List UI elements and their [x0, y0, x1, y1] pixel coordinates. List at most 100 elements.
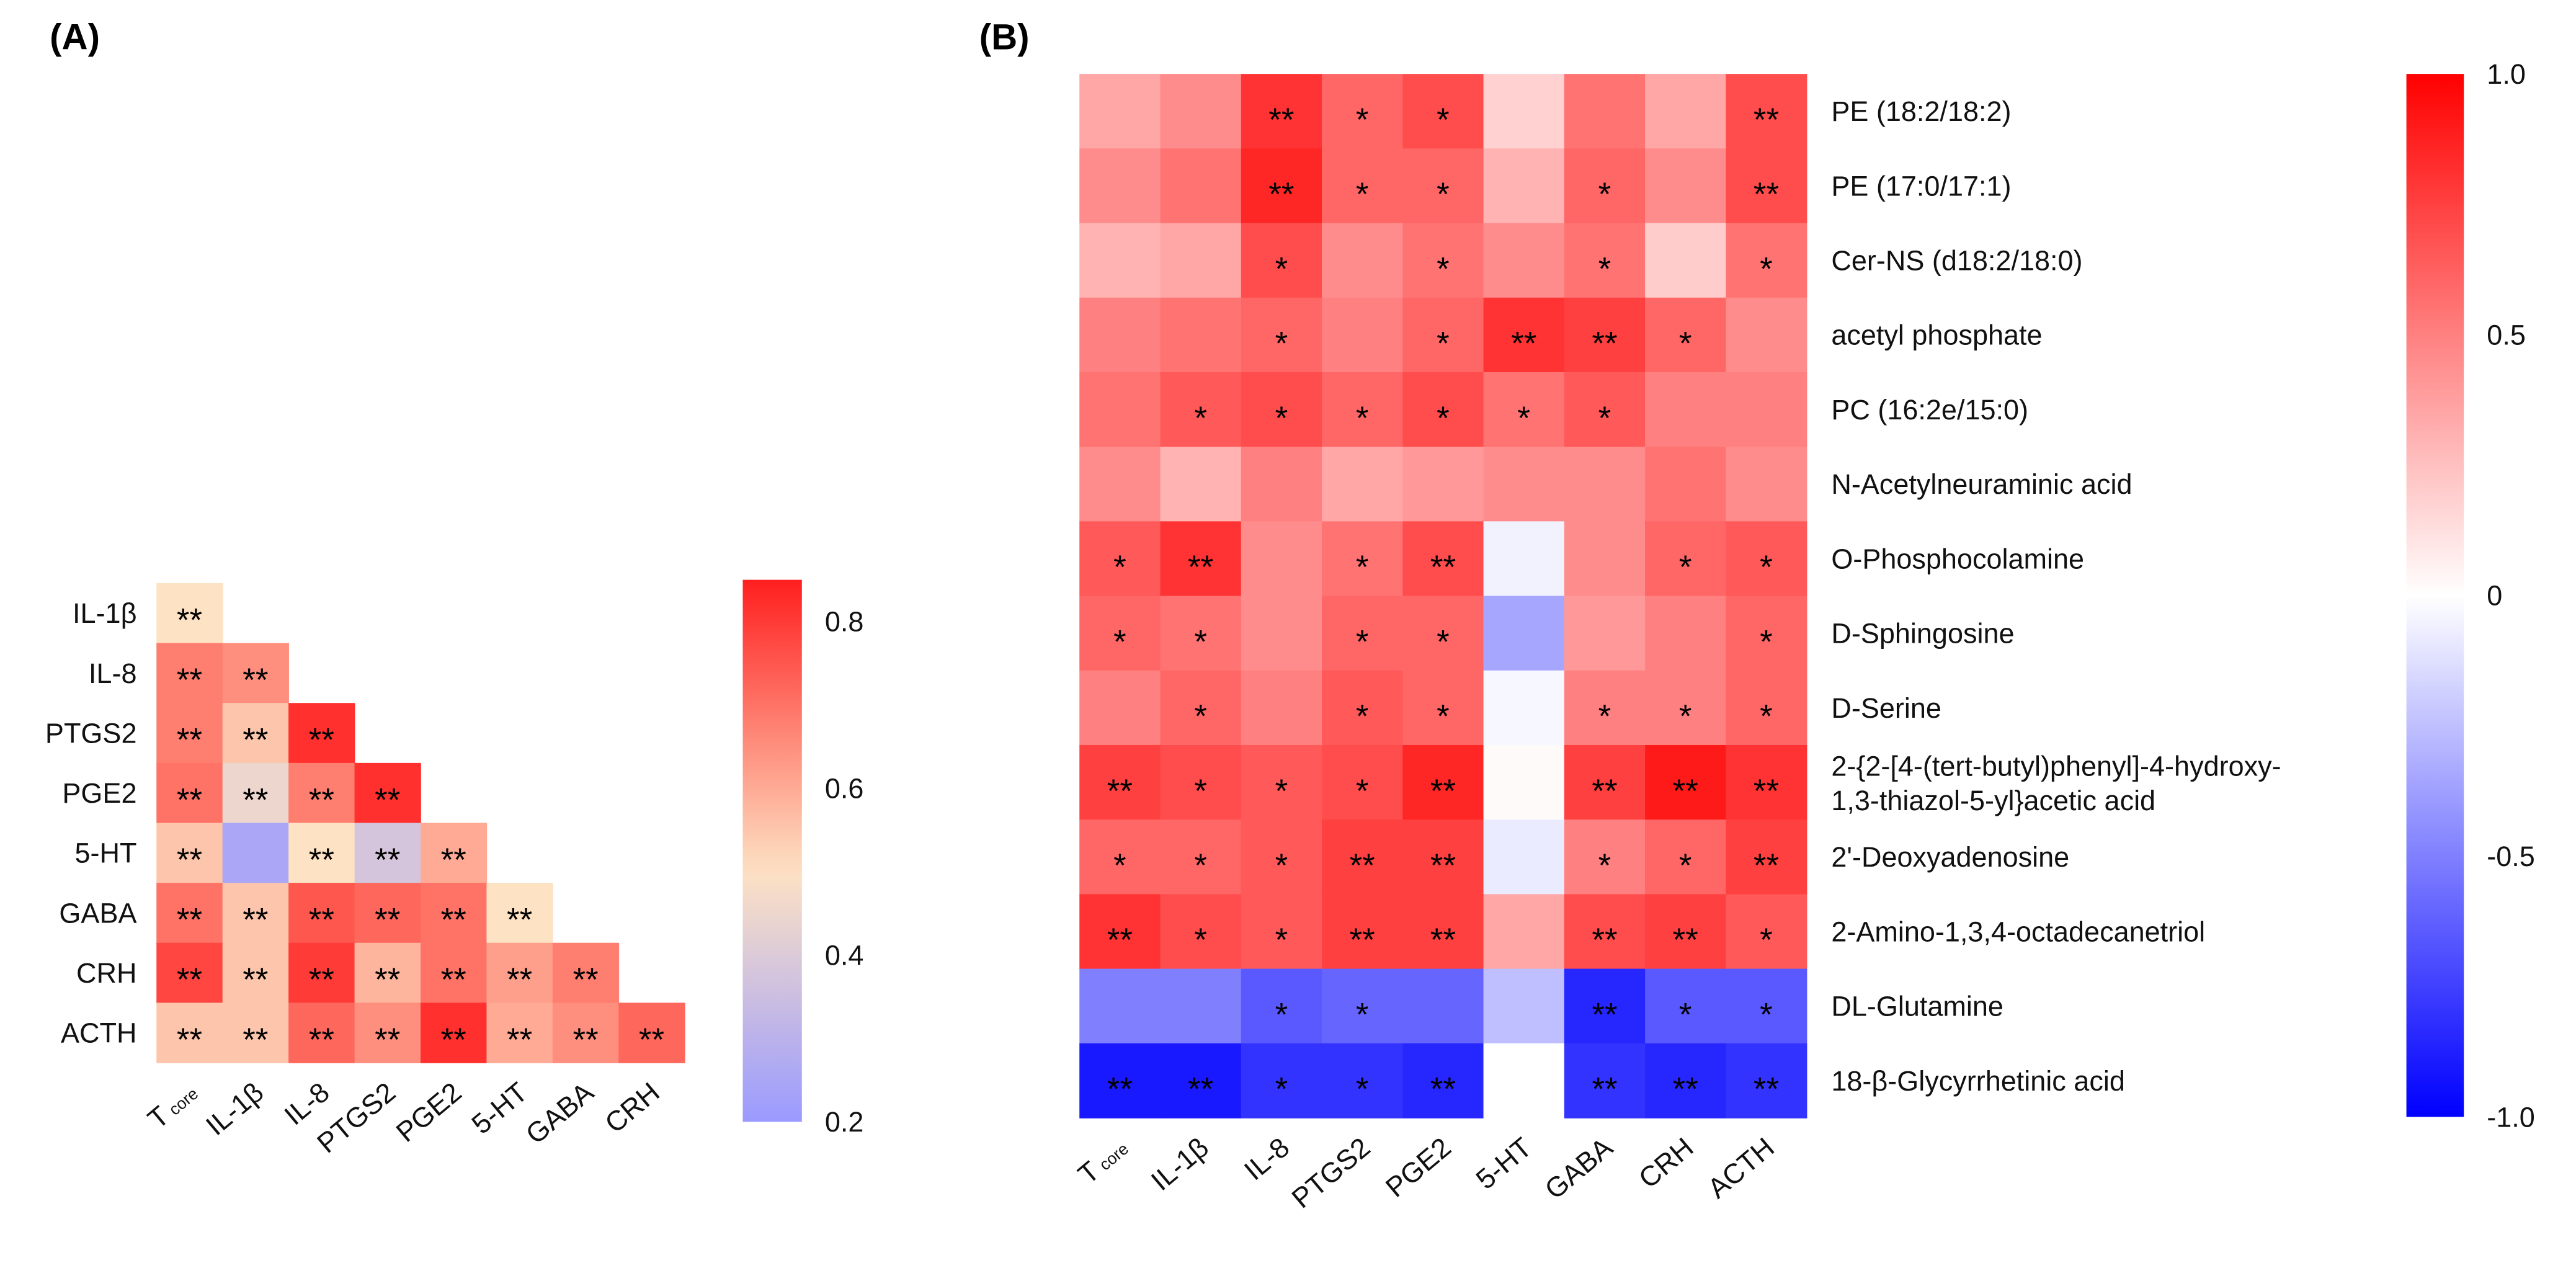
heatmap-cell: [1483, 74, 1565, 150]
heatmap-cell: [1079, 968, 1161, 1044]
heatmap-cell: [1402, 447, 1484, 522]
significance-mark: **: [375, 962, 400, 998]
heatmap-cell: [1402, 297, 1484, 373]
heatmap-cell: [1645, 74, 1727, 150]
heatmap-cell: [1241, 447, 1322, 522]
heatmap-cell: [1160, 372, 1242, 447]
heatmap-cell: [421, 823, 488, 883]
heatmap-cell: [1079, 670, 1161, 746]
heatmap-cell: [421, 883, 488, 944]
heatmap-cell: [1564, 968, 1646, 1044]
heatmap-cell: [222, 643, 289, 703]
significance-mark: **: [1430, 847, 1456, 884]
heatmap-cell: [1079, 447, 1161, 522]
heatmap-cell: [288, 883, 355, 944]
heatmap-cell: [1726, 968, 1807, 1044]
panel-b: (B)** * * **** * * * *** * * ** * ** ** ** * * * * ** ** * ** *…: [979, 17, 2535, 1214]
y-tick-label-0: PE (18:2/18:2): [1831, 96, 2011, 127]
heatmap-cell: [1645, 297, 1727, 373]
heatmap-cell: [1645, 372, 1727, 447]
significance-mark: **: [441, 962, 466, 998]
significance-mark: **: [441, 902, 466, 939]
heatmap-cell: [1079, 223, 1161, 298]
heatmap-cell: [1645, 1043, 1727, 1118]
heatmap-cell: [1645, 670, 1727, 746]
significance-mark: *: [1113, 847, 1126, 884]
heatmap-cell: [1402, 744, 1484, 820]
significance-mark: *: [1598, 251, 1611, 287]
significance-mark: **: [1592, 773, 1617, 810]
heatmap-cell: [222, 762, 289, 824]
heatmap-cell: [1402, 1043, 1484, 1118]
colorbar-tick-label: -0.5: [2487, 841, 2535, 872]
heatmap-cell: [1564, 447, 1646, 522]
y-tick-label-4: 5-HT: [74, 837, 136, 869]
heatmap-cell: [1322, 670, 1404, 746]
heatmap-cell: [1726, 447, 1807, 522]
significance-mark: **: [1107, 773, 1133, 810]
heatmap-cell: [1079, 372, 1161, 447]
heatmap-cell: [1160, 447, 1242, 522]
significance-mark: *: [1598, 400, 1611, 437]
colorbar-tick-label: 0.5: [2487, 319, 2526, 350]
significance-mark: **: [441, 1022, 466, 1058]
significance-mark: **: [375, 1022, 400, 1058]
heatmap-cell: [1160, 148, 1242, 224]
heatmap-cell: [1645, 968, 1727, 1044]
significance-mark: *: [1356, 400, 1369, 437]
significance-mark: **: [1107, 922, 1133, 958]
colorbar-tick-label: 0.6: [825, 773, 864, 805]
significance-mark: **: [309, 842, 334, 878]
colorbar: [742, 579, 802, 1122]
heatmap-cell: [1322, 74, 1404, 150]
y-tick-label-1: IL-8: [89, 658, 137, 689]
heatmap-cell: [1726, 744, 1807, 820]
heatmap-cell: [1402, 223, 1484, 298]
significance-mark: **: [1107, 1071, 1133, 1108]
significance-mark: **: [243, 782, 268, 818]
heatmap-cell: [1645, 148, 1727, 224]
x-tick-label-7: CRH: [1633, 1132, 1699, 1195]
colorbar-tick-label: 0: [2487, 580, 2502, 612]
significance-mark: **: [573, 1022, 598, 1058]
significance-mark: **: [1430, 922, 1456, 958]
significance-mark: **: [309, 962, 334, 998]
heatmap-cell: [1564, 223, 1646, 298]
heatmap-cell: [1160, 819, 1242, 895]
significance-mark: *: [1679, 996, 1692, 1033]
heatmap-cell: [1241, 223, 1322, 298]
heatmap-cell: [1402, 521, 1484, 597]
significance-mark: **: [1592, 326, 1617, 362]
heatmap-cell: [1322, 148, 1404, 224]
heatmap-cell: [1402, 670, 1484, 746]
significance-mark: **: [309, 1022, 334, 1058]
heatmap-cell: [1322, 819, 1404, 895]
significance-mark: **: [309, 722, 334, 759]
significance-mark: *: [1194, 699, 1207, 735]
significance-mark: **: [177, 722, 202, 759]
significance-mark: *: [1598, 847, 1611, 884]
x-tick-label-6: GABA: [520, 1076, 600, 1150]
significance-mark: *: [1517, 400, 1530, 437]
heatmap-cell: [1079, 744, 1161, 820]
heatmap-cell: [1402, 372, 1484, 447]
significance-mark: *: [1194, 400, 1207, 437]
significance-mark: *: [1356, 1071, 1369, 1108]
heatmap-cell: [1160, 1043, 1242, 1118]
heatmap-cell: [1726, 148, 1807, 224]
y-tick-label-4: PC (16:2e/15:0): [1831, 394, 2028, 426]
heatmap-cell: [1483, 968, 1565, 1044]
heatmap-cell: [1322, 1043, 1404, 1118]
significance-mark: **: [507, 902, 532, 939]
x-tick-label-6: GABA: [1539, 1132, 1619, 1205]
significance-mark: *: [1437, 699, 1450, 735]
heatmap-cell: [222, 883, 289, 944]
significance-mark: **: [309, 782, 334, 818]
heatmap-cell: [1160, 297, 1242, 373]
significance-mark: *: [1437, 251, 1450, 287]
y-tick-label-6: O-Phosphocolamine: [1831, 543, 2084, 574]
y-tick-label-3: PGE2: [62, 777, 136, 809]
y-tick-label-2: Cer-NS (d18:2/18:0): [1831, 245, 2082, 277]
heatmap-cell: [1483, 447, 1565, 522]
